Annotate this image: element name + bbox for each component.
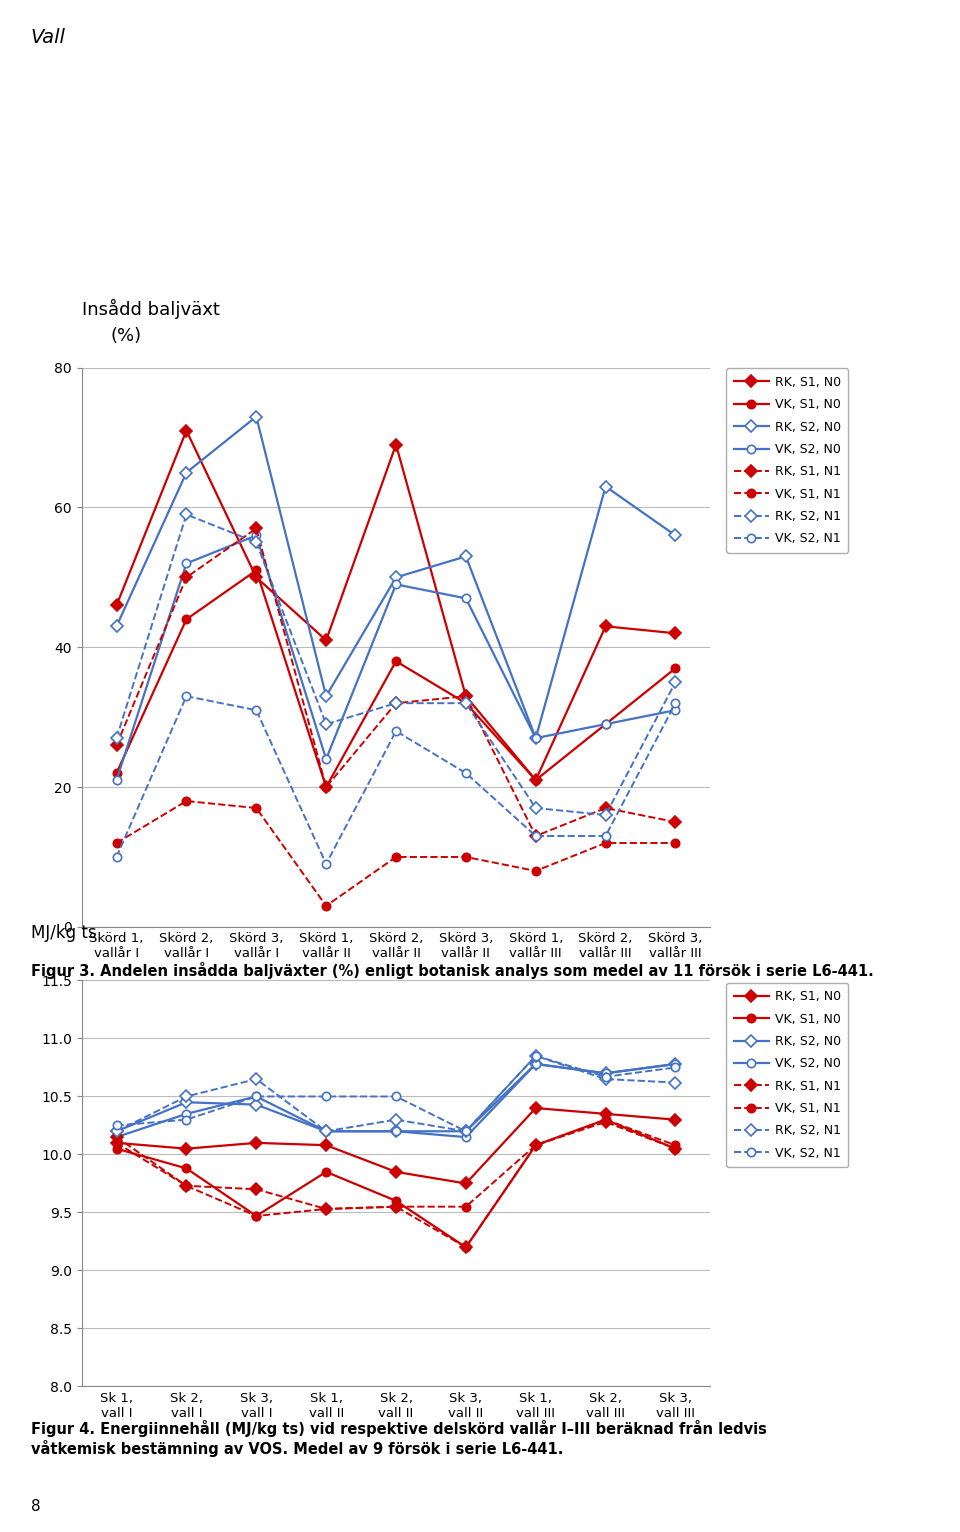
Text: Vall: Vall — [31, 28, 65, 46]
Text: Insådd baljväxt: Insådd baljväxt — [82, 299, 220, 319]
Legend: RK, S1, N0, VK, S1, N0, RK, S2, N0, VK, S2, N0, RK, S1, N1, VK, S1, N1, RK, S2, : RK, S1, N0, VK, S1, N0, RK, S2, N0, VK, … — [726, 982, 849, 1167]
Text: Figur 3. Andelen insådda baljväxter (%) enligt botanisk analys som medel av 11 f: Figur 3. Andelen insådda baljväxter (%) … — [31, 962, 874, 979]
Text: (%): (%) — [110, 326, 141, 345]
Text: MJ/kg ts: MJ/kg ts — [31, 924, 96, 942]
Text: Figur 4. Energiinnehåll (MJ/kg ts) vid respektive delskörd vallår I–III beräknad: Figur 4. Energiinnehåll (MJ/kg ts) vid r… — [31, 1420, 767, 1457]
Legend: RK, S1, N0, VK, S1, N0, RK, S2, N0, VK, S2, N0, RK, S1, N1, VK, S1, N1, RK, S2, : RK, S1, N0, VK, S1, N0, RK, S2, N0, VK, … — [726, 368, 849, 553]
Text: 8: 8 — [31, 1498, 40, 1514]
